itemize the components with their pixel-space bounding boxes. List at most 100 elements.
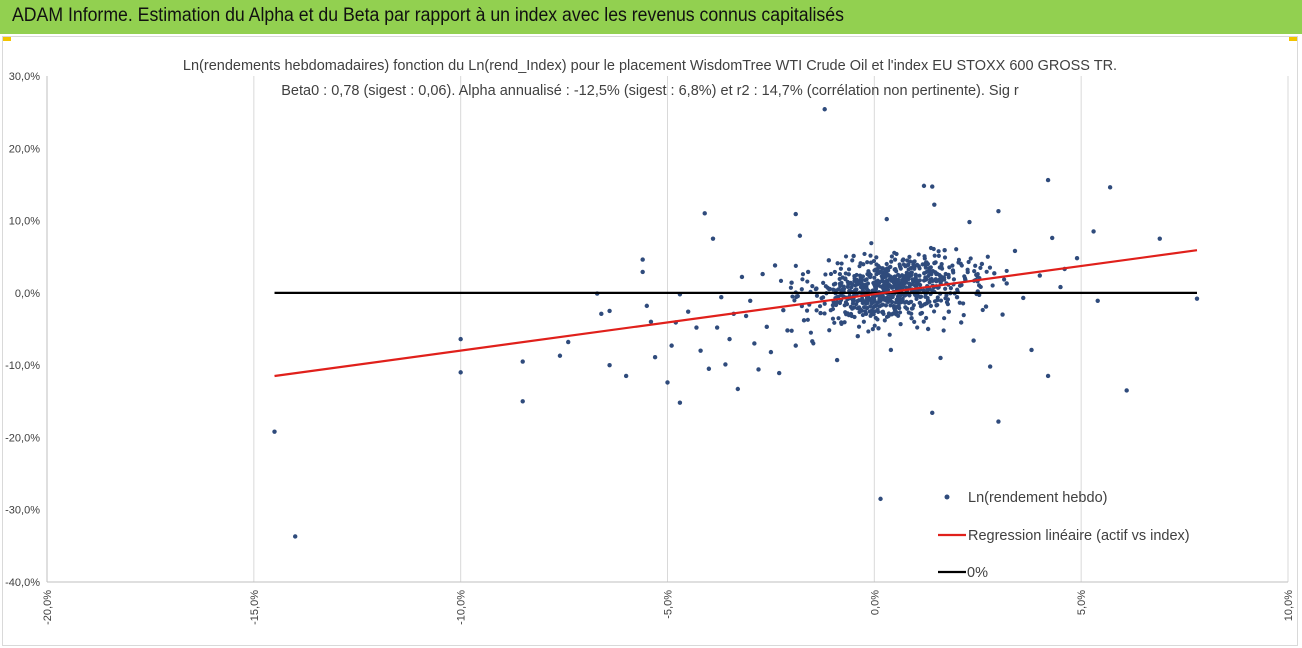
- data-point: [808, 330, 813, 335]
- data-point: [828, 308, 833, 313]
- data-point: [800, 272, 806, 277]
- data-point: [951, 270, 956, 275]
- data-point: [938, 355, 943, 361]
- data-point: [557, 353, 563, 358]
- data-point: [520, 399, 525, 404]
- data-point: [868, 253, 873, 258]
- y-tick-label: -10,0%: [5, 360, 40, 372]
- data-point: [714, 325, 720, 330]
- data-point: [823, 284, 828, 289]
- data-point: [980, 307, 985, 313]
- data-point: [930, 410, 935, 416]
- data-point: [648, 319, 654, 324]
- data-point: [856, 298, 862, 303]
- data-point: [854, 279, 860, 285]
- data-point: [936, 253, 941, 259]
- data-point: [1107, 185, 1113, 190]
- data-point: [909, 299, 914, 304]
- data-point: [912, 259, 917, 264]
- data-point: [875, 307, 880, 312]
- data-point: [821, 280, 826, 285]
- data-point: [965, 269, 970, 275]
- data-point: [790, 294, 795, 299]
- frame-corner-handle: [1289, 37, 1297, 41]
- data-point: [856, 324, 862, 329]
- data-point: [793, 263, 798, 268]
- data-point: [915, 262, 920, 267]
- data-point: [984, 269, 989, 274]
- data-point: [922, 254, 927, 259]
- data-point: [868, 304, 873, 309]
- data-point: [520, 359, 525, 364]
- data-point: [827, 286, 833, 292]
- data-point: [817, 304, 823, 309]
- data-point: [599, 311, 604, 317]
- data-point: [789, 280, 794, 285]
- data-point: [698, 348, 703, 353]
- data-point: [1045, 177, 1051, 183]
- data-point: [987, 364, 993, 369]
- data-point: [904, 285, 909, 290]
- y-tick-label: 30,0%: [9, 71, 40, 83]
- data-point: [863, 309, 868, 314]
- data-point: [768, 349, 774, 355]
- data-point: [804, 308, 810, 313]
- data-point: [1002, 277, 1007, 282]
- data-point: [975, 271, 980, 277]
- data-point: [1157, 236, 1162, 241]
- data-point: [1004, 281, 1009, 286]
- data-point: [946, 309, 951, 314]
- data-point: [927, 265, 932, 271]
- gridlines: [253, 76, 1289, 582]
- data-point: [822, 311, 827, 316]
- data-point: [927, 299, 932, 304]
- data-point: [694, 325, 699, 330]
- data-point: [826, 258, 832, 263]
- data-point: [897, 264, 903, 269]
- data-point: [838, 283, 844, 288]
- data-point: [868, 260, 874, 265]
- data-point: [879, 269, 884, 274]
- data-point: [836, 287, 841, 292]
- x-tick-label: 5,0%: [1076, 590, 1088, 615]
- data-point: [1012, 248, 1018, 254]
- data-point: [938, 274, 943, 279]
- data-point: [841, 286, 847, 291]
- data-point: [889, 259, 894, 264]
- data-point: [983, 304, 989, 309]
- data-point: [959, 282, 964, 288]
- data-point: [880, 302, 885, 307]
- data-point: [888, 303, 893, 308]
- data-point: [950, 263, 955, 268]
- data-point: [864, 286, 869, 291]
- data-point: [967, 219, 972, 225]
- data-point: [822, 107, 827, 112]
- data-point: [849, 285, 854, 290]
- data-point: [865, 260, 870, 265]
- data-point: [811, 341, 816, 346]
- data-point: [915, 325, 920, 330]
- data-point: [872, 280, 877, 285]
- data-point: [914, 296, 919, 302]
- legend-label: Ln(rendement hebdo): [968, 490, 1107, 506]
- data-point: [799, 287, 804, 292]
- legend: Ln(rendement hebdo) Regression linéaire (…: [938, 490, 1190, 581]
- data-point: [843, 276, 848, 281]
- data-point: [850, 306, 855, 311]
- data-point: [990, 283, 995, 288]
- data-point: [850, 258, 855, 263]
- data-point: [793, 343, 798, 348]
- data-point: [788, 285, 794, 290]
- data-point: [821, 295, 826, 300]
- data-point: [881, 311, 886, 316]
- data-point: [917, 278, 922, 283]
- data-point: [904, 299, 909, 304]
- data-point: [864, 277, 869, 282]
- data-point: [789, 328, 794, 333]
- data-point: [919, 310, 925, 316]
- data-point: [685, 309, 691, 314]
- data-point: [677, 400, 683, 405]
- data-point: [917, 266, 922, 271]
- data-point: [702, 211, 707, 216]
